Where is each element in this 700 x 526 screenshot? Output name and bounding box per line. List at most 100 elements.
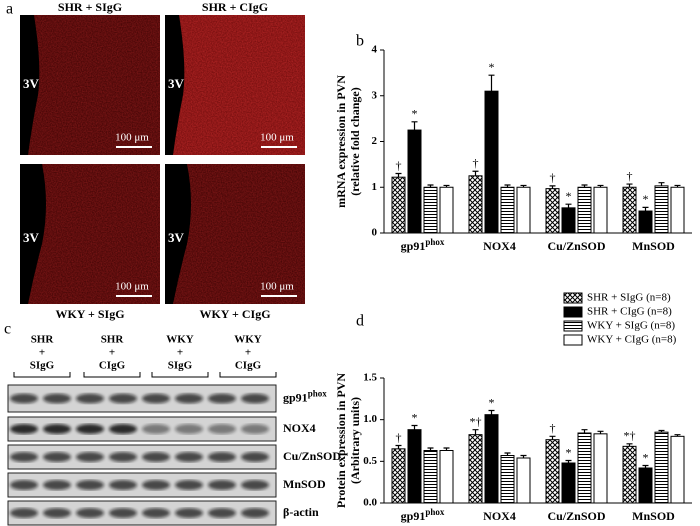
blot-band	[109, 393, 137, 404]
blot-band	[10, 424, 38, 434]
error-bar	[411, 424, 418, 430]
x-tick-label-main: gp91	[401, 509, 426, 523]
image-title: SHR + SIgG	[58, 0, 122, 14]
y-tick-label: 1.0	[363, 413, 377, 425]
blot-column-label: SIgG	[168, 360, 193, 372]
x-tick-label-main: gp91	[401, 239, 426, 253]
x-tick-label: Cu/ZnSOD	[547, 509, 605, 523]
significance-marker: †	[550, 171, 556, 185]
image-title: WKY + SIgG	[55, 307, 124, 321]
error-bar	[597, 430, 604, 434]
error-bar	[642, 206, 649, 212]
error-bar	[549, 185, 556, 189]
bar	[407, 429, 422, 504]
blot-band	[109, 508, 137, 518]
x-tick-label-main: NOX4	[483, 239, 516, 253]
error-bar	[658, 429, 665, 433]
image-title: WKY + CIgG	[199, 307, 270, 321]
blot-row-label: β-actin	[283, 505, 319, 519]
significance-marker: *	[489, 60, 495, 74]
legend-label: SHR + CIgG (n=8)	[587, 306, 672, 318]
x-tick-label-main: Cu/ZnSOD	[547, 239, 605, 253]
bar	[439, 450, 454, 504]
blot-band	[76, 480, 104, 490]
blot-row-label: NOX4	[283, 421, 316, 435]
blot-band	[76, 508, 104, 518]
micrograph-texture	[20, 15, 160, 155]
blot-band	[208, 508, 236, 518]
blot-row-label-main: NOX4	[283, 421, 316, 435]
blot-bracket	[13, 372, 71, 378]
legend-label: WKY + CIgG (n=8)	[587, 334, 677, 346]
y-axis-label: mRNA expression in PVN	[334, 75, 348, 208]
y-tick-label: 0.0	[363, 497, 377, 509]
y-tick-label: 0	[372, 227, 378, 239]
bar	[654, 185, 669, 234]
blot-column-label: SIgG	[30, 360, 55, 372]
blot-row-label-main: Cu/ZnSOD	[283, 449, 341, 463]
significance-marker: *	[412, 410, 418, 424]
micrograph-texture	[165, 15, 305, 155]
blot-row-label: Cu/ZnSOD	[283, 449, 341, 463]
blot-column-label: CIgG	[99, 360, 126, 372]
blot-band	[109, 480, 137, 490]
bar	[468, 175, 483, 234]
blot-column-label: +	[245, 347, 251, 359]
error-bar	[626, 443, 633, 447]
blot-band	[241, 480, 269, 490]
legend-swatch	[563, 306, 583, 318]
blot-column-label: WKY	[166, 334, 194, 346]
blot-row-label-main: MnSOD	[283, 477, 326, 491]
blot-band	[43, 393, 71, 404]
bar	[545, 439, 560, 504]
blot-band	[175, 452, 203, 462]
blot-band	[175, 393, 203, 404]
significance-marker: *	[643, 192, 649, 206]
panel-label: b	[356, 33, 364, 50]
bar	[439, 186, 454, 234]
x-tick-label: NOX4	[483, 509, 516, 523]
blot-band	[241, 508, 269, 518]
region-label: 3V	[168, 76, 185, 91]
blot-band	[208, 424, 236, 434]
bar	[391, 176, 406, 234]
blot-band	[208, 393, 236, 404]
error-bar	[395, 172, 402, 178]
blot-band	[142, 424, 170, 434]
blot-band	[109, 452, 137, 462]
bar	[638, 467, 653, 504]
blot-row-label: gp91phox	[283, 389, 327, 405]
x-tick-label-main: MnSOD	[632, 509, 675, 523]
x-tick-label: NOX4	[483, 239, 516, 253]
bar	[423, 186, 438, 234]
error-bar	[565, 459, 572, 463]
blot-band	[241, 452, 269, 462]
region-label: 3V	[23, 76, 40, 91]
error-bar	[488, 409, 495, 415]
blot-band	[43, 452, 71, 462]
bar	[638, 210, 653, 234]
significance-marker: *†	[470, 414, 482, 428]
y-tick-label: 2	[372, 135, 378, 147]
blot-band	[76, 452, 104, 462]
significance-marker: *	[643, 450, 649, 464]
x-tick-label: gp91phox	[401, 507, 445, 523]
y-axis-label: (relative fold change)	[348, 87, 362, 195]
bar	[500, 186, 515, 234]
x-tick-label-main: Cu/ZnSOD	[547, 509, 605, 523]
blot-row-label: MnSOD	[283, 477, 326, 491]
bar	[423, 450, 438, 504]
blot-band	[142, 452, 170, 462]
region-label: 3V	[168, 230, 185, 245]
x-tick-label-main: NOX4	[483, 509, 516, 523]
blot-bracket	[219, 372, 277, 378]
bar	[593, 186, 608, 234]
bar	[593, 433, 608, 504]
bar	[468, 434, 483, 504]
error-bar	[597, 184, 604, 188]
scale-label: 100 μm	[260, 132, 294, 144]
blot-column-label: +	[177, 347, 183, 359]
error-bar	[581, 429, 588, 433]
blot-band	[43, 424, 71, 434]
